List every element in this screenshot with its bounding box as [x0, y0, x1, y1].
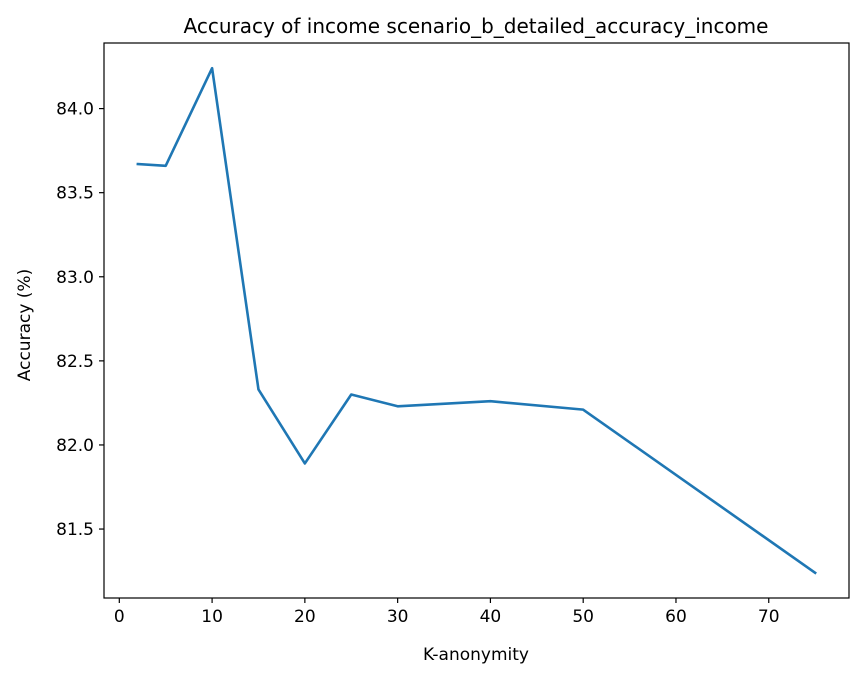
x-tick-label: 20: [294, 607, 316, 627]
plot-area: 0 10 20 30 40 50 60 70 81.5 82.0 82.5 83.0 83.5 84.0: [56, 42, 850, 627]
chart-title: Accuracy of income scenario_b_detailed_a…: [184, 14, 769, 38]
y-tick-label: 82.0: [56, 436, 94, 456]
x-tick-label: 50: [572, 607, 594, 627]
y-tick-label: 82.5: [56, 352, 94, 372]
y-tick-label: 83.0: [56, 268, 94, 288]
y-tick-label: 81.5: [56, 520, 94, 540]
x-tick-label: 60: [665, 607, 687, 627]
y-tick-label: 84.0: [56, 100, 94, 120]
x-tick-label: 70: [758, 607, 780, 627]
x-tick-label: 30: [387, 607, 409, 627]
x-tick-label: 0: [114, 607, 125, 627]
y-axis-label: Accuracy (%): [15, 269, 35, 381]
series-line-1: [136, 66, 817, 575]
x-tick-label: 10: [201, 607, 223, 627]
x-tick-label: 40: [480, 607, 502, 627]
x-axis-label: K-anonymity: [423, 645, 529, 665]
plot-frame: [103, 42, 850, 599]
y-tick-label: 83.5: [56, 184, 94, 204]
